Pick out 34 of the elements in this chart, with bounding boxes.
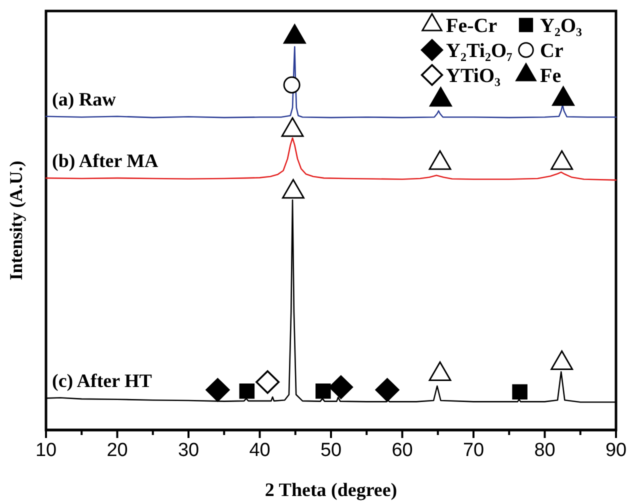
point: [283, 24, 306, 44]
point: [316, 383, 331, 399]
series-label: (b) After MA: [52, 151, 159, 172]
legend-label: Y₂Ti₂O₇: [446, 40, 513, 62]
point: [430, 87, 452, 107]
x-tick-label: 70: [462, 440, 484, 462]
point: [281, 117, 304, 137]
point: [239, 383, 255, 399]
x-tick-label: 30: [178, 440, 200, 462]
legend-label: YTiO₃: [446, 65, 501, 87]
x-tick-label: 80: [534, 440, 556, 462]
point: [550, 150, 574, 170]
point: [428, 150, 452, 170]
point: [552, 86, 574, 106]
point: [282, 178, 304, 199]
legend-label: Fe: [540, 65, 562, 87]
legend-label: Cr: [540, 40, 564, 62]
series-label: (a) Raw: [52, 89, 116, 110]
x-tick-label: 50: [320, 440, 342, 462]
x-tick-label: 40: [249, 440, 270, 462]
point: [329, 375, 353, 399]
point: [256, 370, 280, 394]
x-tick-label: 10: [35, 440, 57, 462]
point: [375, 378, 400, 402]
point: [206, 378, 230, 402]
y-axis-title: Intensity (A.U.): [6, 160, 26, 280]
point: [512, 384, 528, 400]
legend-label: Fe-Cr: [446, 15, 498, 37]
x-tick-label: 20: [106, 440, 128, 462]
legend-label: Y₂O₃: [540, 15, 582, 37]
x-axis-title: 2 Theta (degree): [264, 480, 398, 501]
series-label: (c) After HT: [52, 371, 152, 392]
x-tick-label: 90: [605, 440, 627, 462]
x-tick-label: 60: [392, 440, 413, 462]
